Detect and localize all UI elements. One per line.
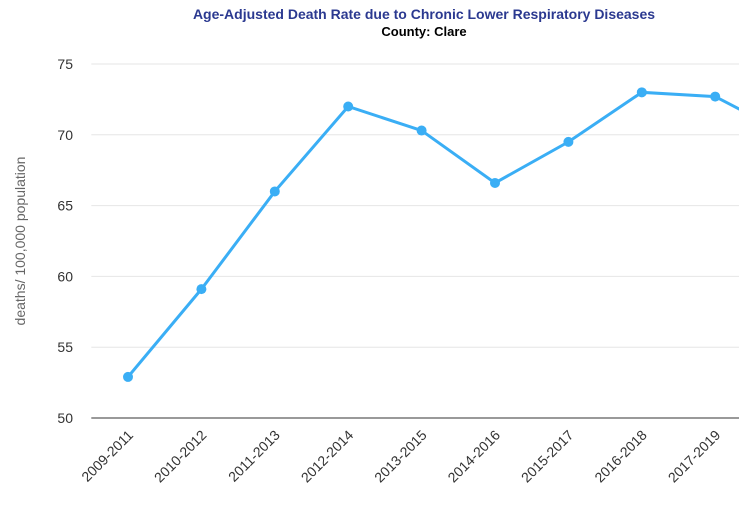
y-tick-label: 50 bbox=[57, 410, 73, 426]
x-tick-label: 2010-2012 bbox=[151, 427, 210, 486]
y-tick-label: 75 bbox=[57, 56, 73, 72]
x-tick-label: 2017-2019 bbox=[665, 427, 724, 486]
point bbox=[123, 371, 133, 382]
chart-subtitle: County: Clare bbox=[381, 24, 466, 39]
x-tick-label: 2011-2013 bbox=[225, 427, 283, 485]
x-tick-label: 2013-2015 bbox=[371, 427, 430, 486]
y-tick-label: 70 bbox=[57, 127, 73, 143]
x-tick-label: 2014-2016 bbox=[444, 427, 503, 486]
y-tick-label: 60 bbox=[57, 268, 73, 284]
point bbox=[490, 177, 500, 188]
point bbox=[710, 91, 721, 102]
point bbox=[343, 101, 354, 112]
point bbox=[269, 186, 280, 197]
point bbox=[563, 136, 574, 147]
point bbox=[416, 125, 427, 136]
y-axis-label: deaths/ 100,000 population bbox=[12, 157, 28, 326]
point bbox=[636, 87, 647, 98]
y-tick-label: 55 bbox=[57, 339, 73, 355]
x-tick-label: 2009-2011 bbox=[78, 427, 136, 485]
y-tick-label: 65 bbox=[57, 198, 73, 214]
line bbox=[126, 90, 739, 378]
point bbox=[196, 284, 207, 295]
x-tick-label: 2016-2018 bbox=[591, 427, 650, 486]
x-tick-label: 2012-2014 bbox=[298, 427, 357, 486]
chart-title: Age-Adjusted Death Rate due to Chronic L… bbox=[193, 6, 655, 22]
x-tick-label: 2015-2017 bbox=[518, 427, 577, 486]
